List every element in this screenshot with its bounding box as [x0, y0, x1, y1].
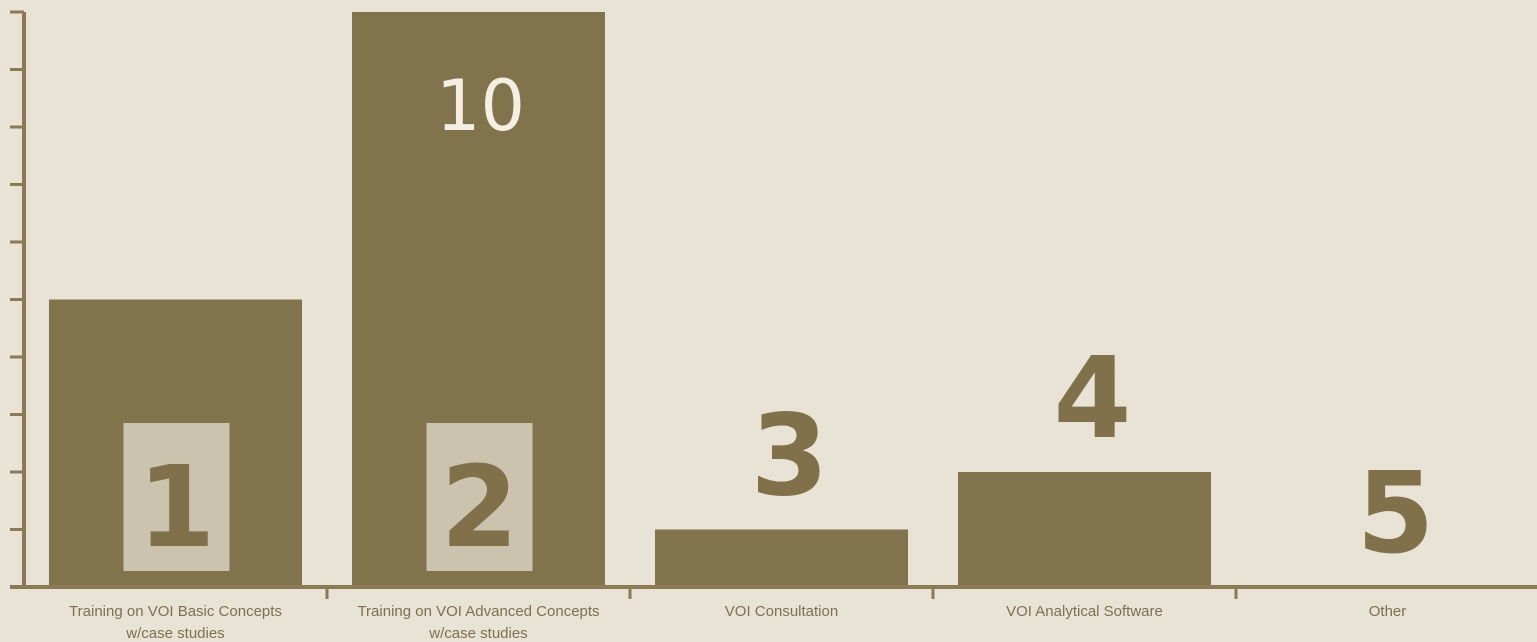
category-label-line: VOI Consultation: [725, 603, 838, 620]
category-label-line: VOI Analytical Software: [1006, 603, 1163, 620]
rank-number-3: 3: [751, 392, 829, 522]
bar-3: [655, 529, 908, 587]
labels-layer: 1 Training on VOI Basic Concepts w/case st…: [69, 65, 1434, 642]
category-label-1: Training on VOI Basic Concepts w/case stu…: [69, 603, 282, 642]
category-label-3: VOI Consultation: [725, 603, 838, 620]
category-label-line: Training on VOI Basic Concepts: [69, 603, 282, 620]
category-label-line: w/case studies: [428, 625, 527, 642]
rank-badge-1: [123, 423, 230, 571]
rank-number-4: 4: [1054, 334, 1132, 464]
category-label-4: VOI Analytical Software: [1006, 603, 1163, 620]
bar-4: [958, 472, 1211, 587]
rank-badge-2: [426, 423, 533, 571]
data-label-2: 10: [436, 65, 525, 147]
category-label-line: w/case studies: [125, 625, 224, 642]
rank-number-5: 5: [1357, 449, 1435, 579]
bars-layer: [49, 12, 1211, 587]
rank-number-1: 1: [138, 443, 216, 573]
category-label-2: Training on VOI Advanced Concepts w/case …: [357, 603, 599, 642]
category-label-5: Other: [1369, 603, 1407, 620]
category-label-line: Other: [1369, 603, 1407, 620]
category-label-line: Training on VOI Advanced Concepts: [357, 603, 599, 620]
rank-number-2: 2: [441, 443, 519, 573]
axes-layer: [10, 10, 1537, 599]
